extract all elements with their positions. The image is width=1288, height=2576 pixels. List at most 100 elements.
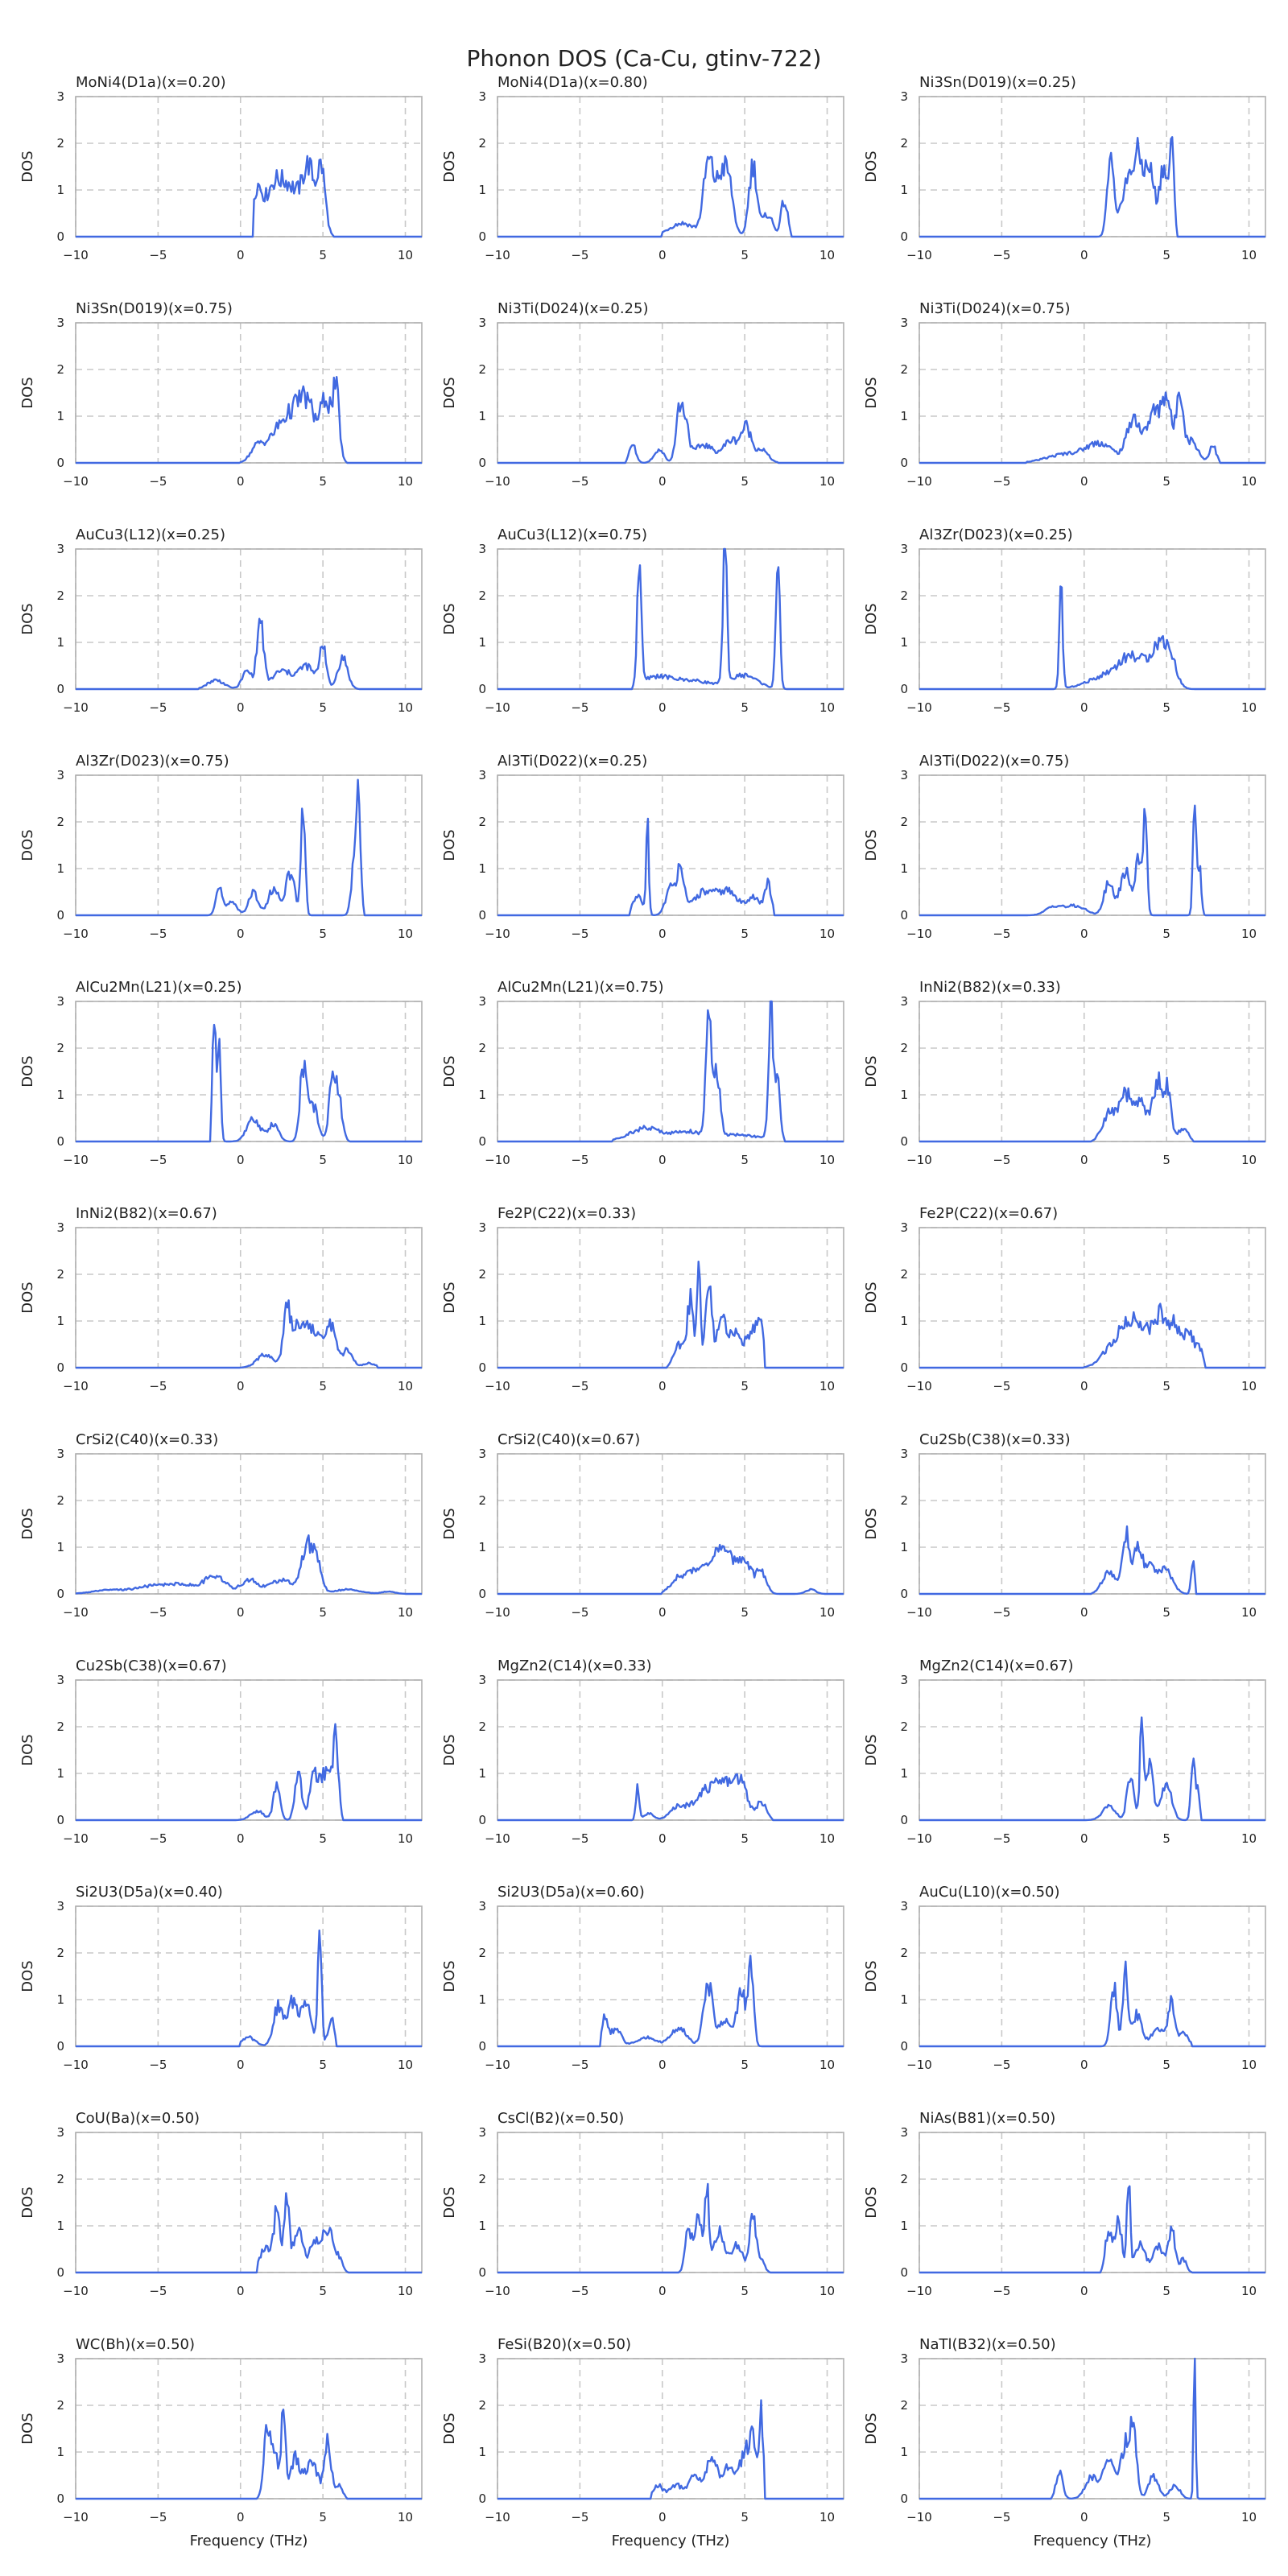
x-tick-label: −5 (149, 1831, 167, 1846)
subplot: AuCu3(L12)(x=0.75) DOS 0 1 2 3 −10 −5 0 5 10 (441, 526, 844, 715)
y-tick-label: 3 (56, 1673, 64, 1687)
y-tick-label: 3 (478, 89, 486, 104)
y-tick-label: 0 (56, 2491, 64, 2506)
y-tick-label: 3 (900, 1673, 908, 1687)
dos-line (497, 155, 844, 238)
axes-frame (497, 1905, 844, 2047)
y-tick-label: 1 (56, 2445, 64, 2459)
y-tick-label: 2 (900, 2172, 908, 2186)
dos-line (76, 2409, 422, 2500)
axes-frame (75, 2358, 423, 2500)
dos-line (76, 778, 422, 917)
x-tick-label: 5 (741, 248, 749, 262)
y-tick-label: 2 (900, 362, 908, 377)
y-tick-label: 0 (56, 2039, 64, 2054)
y-tick-label: 1 (900, 635, 908, 650)
subplot-title: Ni3Sn(D019)(x=0.25) (919, 74, 1076, 91)
x-tick-label: 5 (1162, 2284, 1170, 2298)
y-tick-label: 3 (56, 768, 64, 782)
axes-frame (497, 96, 844, 237)
y-tick-label: 0 (478, 1587, 486, 1601)
subplot: WC(Bh)(x=0.50) DOS 0 1 2 3 −10 −5 0 5 10 Frequency … (19, 2336, 423, 2549)
dos-line (919, 1525, 1265, 1596)
subplot-title: NaTl(B32)(x=0.50) (919, 2336, 1056, 2353)
x-tick-label: 5 (319, 1153, 327, 1167)
subplot-title: InNi2(B82)(x=0.33) (919, 979, 1061, 996)
y-tick-label: 1 (478, 861, 486, 876)
y-tick-label: 3 (900, 768, 908, 782)
y-tick-label: 2 (56, 362, 64, 377)
subplot-title: CsCl(B2)(x=0.50) (497, 2110, 624, 2127)
x-tick-label: 10 (398, 1831, 413, 1846)
dos-line (76, 617, 422, 691)
dos-line (497, 2182, 844, 2274)
x-tick-label: 5 (741, 927, 749, 941)
subplot-title: AuCu(L10)(x=0.50) (919, 1884, 1060, 1901)
y-tick-label: 1 (478, 2219, 486, 2233)
y-tick-label: 0 (900, 1134, 908, 1149)
x-tick-label: −10 (906, 2284, 932, 2298)
x-tick-label: 10 (398, 2058, 413, 2072)
x-tick-label: 0 (658, 1831, 667, 1846)
x-tick-label: 0 (237, 248, 245, 262)
y-tick-label: 3 (478, 2125, 486, 2140)
subplot-title: Al3Ti(D022)(x=0.75) (919, 753, 1069, 770)
subplot-title: AuCu3(L12)(x=0.75) (497, 526, 647, 543)
x-tick-label: −5 (993, 474, 1010, 489)
y-tick-label: 3 (478, 994, 486, 1009)
x-tick-label: 0 (1080, 1605, 1088, 1620)
x-tick-label: 5 (1162, 474, 1170, 489)
y-tick-label: 0 (478, 2039, 486, 2054)
subplot-title: Al3Zr(D023)(x=0.25) (919, 526, 1073, 543)
y-tick-label: 3 (478, 1220, 486, 1235)
y-tick-label: 3 (478, 1899, 486, 1913)
axes-frame (497, 2358, 844, 2500)
x-tick-label: 5 (1162, 1831, 1170, 1846)
subplot: AuCu(L10)(x=0.50) DOS 0 1 2 3 −10 −5 0 5 10 (863, 1884, 1266, 2072)
y-tick-label: 1 (900, 1992, 908, 2007)
x-tick-label: −5 (149, 927, 167, 941)
x-tick-label: −5 (993, 927, 1010, 941)
y-tick-label: 0 (900, 908, 908, 923)
x-tick-label: −5 (149, 1379, 167, 1393)
x-tick-label: 10 (398, 474, 413, 489)
x-tick-label: −5 (993, 248, 1010, 262)
y-tick-label: 3 (900, 542, 908, 556)
subplot-title: MoNi4(D1a)(x=0.80) (497, 74, 648, 91)
y-tick-label: 2 (478, 2172, 486, 2186)
subplot: Cu2Sb(C38)(x=0.67) DOS 0 1 2 3 −10 −5 0 5 10 (19, 1657, 423, 1846)
dos-line (919, 585, 1265, 691)
x-tick-label: −5 (149, 474, 167, 489)
x-tick-label: −10 (63, 2510, 89, 2524)
x-tick-label: 10 (819, 2510, 835, 2524)
x-tick-label: 0 (1080, 474, 1088, 489)
x-tick-label: 0 (237, 1831, 245, 1846)
x-tick-label: −5 (571, 2284, 588, 2298)
y-tick-label: 1 (900, 1314, 908, 1328)
x-tick-label: 0 (658, 1153, 667, 1167)
y-tick-label: 0 (900, 682, 908, 696)
axes-frame (75, 322, 423, 464)
x-tick-label: 10 (1241, 1831, 1257, 1846)
subplot-title: WC(Bh)(x=0.50) (76, 2336, 195, 2353)
subplot: Ni3Ti(D024)(x=0.25) DOS 0 1 2 3 −10 −5 0 5 10 (441, 300, 844, 489)
x-tick-label: −5 (149, 700, 167, 715)
x-tick-label: 0 (658, 1605, 667, 1620)
y-tick-label: 0 (478, 1360, 486, 1375)
axes-frame (497, 1227, 844, 1368)
x-tick-label: 5 (319, 700, 327, 715)
y-axis-label: DOS (19, 1282, 36, 1313)
axes-frame (497, 774, 844, 916)
x-tick-label: −5 (993, 2510, 1010, 2524)
y-tick-label: 0 (56, 1587, 64, 1601)
x-tick-label: −5 (149, 2510, 167, 2524)
x-tick-label: −10 (485, 1831, 510, 1846)
y-tick-label: 2 (56, 588, 64, 603)
y-axis-label: DOS (863, 2186, 880, 2218)
subplot-title: MgZn2(C14)(x=0.67) (919, 1657, 1074, 1674)
x-tick-label: 10 (1241, 2510, 1257, 2524)
subplot: CrSi2(C40)(x=0.67) DOS 0 1 2 3 −10 −5 0 5 10 (441, 1431, 844, 1620)
axes-frame (919, 96, 1266, 237)
y-tick-label: 3 (56, 316, 64, 330)
x-tick-label: 5 (741, 1379, 749, 1393)
